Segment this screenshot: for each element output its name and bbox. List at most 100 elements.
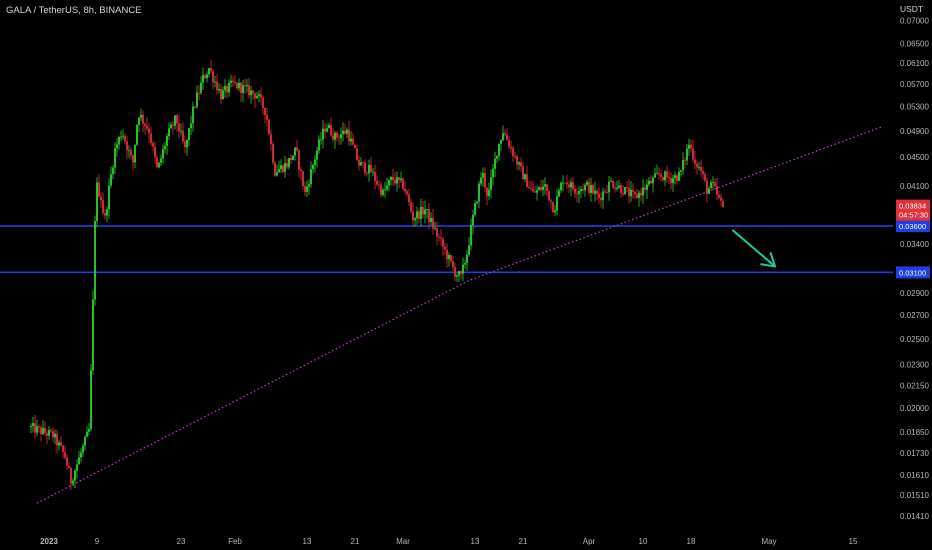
candle-body: [454, 267, 456, 277]
candle-body: [182, 130, 184, 142]
candle: [412, 202, 414, 228]
candle: [506, 128, 508, 141]
candle: [536, 185, 538, 201]
candle: [342, 122, 344, 142]
candle: [204, 73, 206, 79]
candle: [702, 166, 704, 180]
candle-body: [54, 433, 56, 438]
candle-body: [82, 445, 84, 453]
candle-body: [380, 184, 382, 195]
candle-body: [300, 169, 302, 172]
candle-body: [602, 191, 604, 201]
candle-body: [540, 187, 542, 191]
candle: [30, 423, 32, 433]
level-price-tag: [896, 220, 930, 233]
candle: [560, 181, 562, 194]
candle: [586, 180, 588, 187]
candle: [34, 415, 36, 440]
candle-body: [634, 191, 636, 195]
y-tick-label: 0.06100: [900, 59, 929, 68]
candle-body: [458, 271, 460, 276]
candle: [344, 123, 346, 135]
candle: [676, 173, 678, 185]
candle-body: [338, 137, 340, 139]
candle-body: [412, 211, 414, 221]
candle-body: [414, 218, 416, 221]
candle: [650, 174, 652, 184]
candle: [354, 143, 356, 149]
candle: [340, 127, 342, 145]
candle-body: [388, 180, 390, 186]
candle-body: [330, 125, 332, 136]
candle: [102, 192, 104, 216]
candle: [58, 439, 60, 451]
time-axis[interactable]: 2023 9 23 Feb 13 21 Mar 13 21 Apr 10 18 May 15: [40, 537, 858, 546]
candle-body: [366, 172, 368, 174]
candle-body: [708, 188, 710, 194]
candle: [700, 159, 702, 177]
candle: [614, 182, 616, 193]
candle: [552, 201, 554, 213]
candle: [632, 182, 634, 200]
candle-body: [58, 442, 60, 446]
candle-body: [514, 156, 516, 158]
candle-body: [372, 171, 374, 173]
candle: [220, 83, 222, 105]
candles-layer: [30, 59, 724, 490]
candle: [558, 187, 560, 198]
candle: [132, 154, 134, 171]
candle: [394, 172, 396, 187]
candle: [68, 461, 70, 469]
candle: [284, 155, 286, 178]
candle-body: [560, 182, 562, 191]
candle-body: [78, 457, 80, 465]
candle-body: [298, 150, 300, 170]
candle: [674, 171, 676, 185]
candle: [286, 158, 288, 170]
candle-body: [468, 245, 470, 255]
candle: [180, 123, 182, 136]
candle: [86, 426, 88, 438]
candle: [634, 191, 636, 200]
candle-body: [118, 136, 120, 145]
price-axis[interactable]: 0.07000 0.06500 0.06100 0.05700 0.05300 0.049…: [900, 16, 929, 521]
x-tick-label: 18: [687, 537, 696, 546]
candle-body: [46, 432, 48, 436]
candle: [574, 184, 576, 198]
candle-body: [478, 183, 480, 202]
candle-body: [400, 178, 402, 181]
candle: [144, 122, 146, 135]
y-tick-label: 0.02900: [900, 289, 929, 298]
candle: [722, 198, 724, 208]
candle: [242, 79, 244, 103]
candle-body: [340, 134, 342, 139]
candle-body: [374, 171, 376, 181]
candle-body: [150, 133, 152, 144]
candle-body: [236, 82, 238, 89]
candle: [84, 435, 86, 451]
candle-body: [382, 189, 384, 195]
candle-body: [336, 132, 338, 138]
candle: [528, 180, 530, 189]
candle: [98, 173, 100, 198]
candle: [410, 198, 412, 214]
candle: [380, 181, 382, 198]
candle-body: [488, 189, 490, 197]
y-tick-label: 0.04900: [900, 127, 929, 136]
candle-body: [640, 192, 642, 196]
candle: [134, 144, 136, 169]
candle-body: [120, 136, 122, 138]
candle: [80, 448, 82, 463]
forecast-arrow-head: [760, 252, 776, 268]
candle-body: [442, 238, 444, 247]
candle: [680, 170, 682, 177]
candle: [436, 221, 438, 246]
candle: [192, 101, 194, 132]
candle: [184, 135, 186, 154]
candle: [474, 199, 476, 217]
candle: [222, 86, 224, 100]
candle: [362, 161, 364, 169]
candle-body: [446, 249, 448, 260]
candle: [482, 167, 484, 187]
